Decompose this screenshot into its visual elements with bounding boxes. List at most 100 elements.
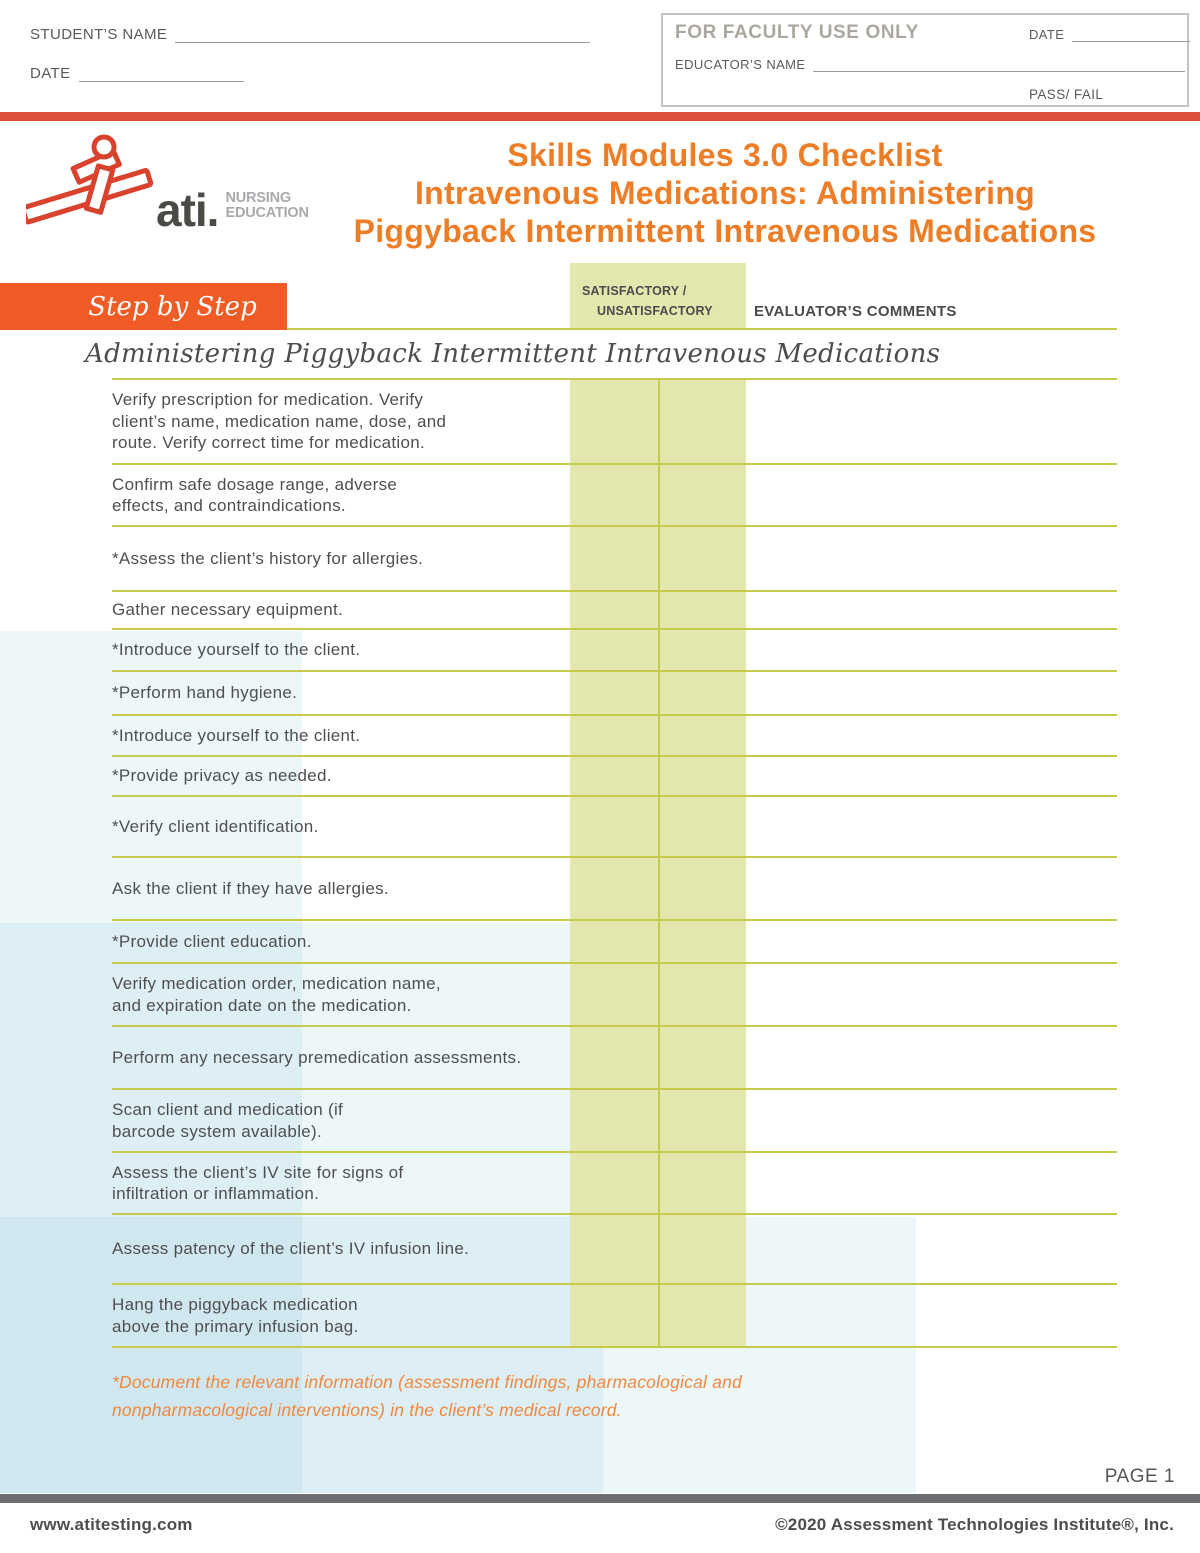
comments-cell xyxy=(746,672,1117,714)
footer-copyright: ©2020 Assessment Technologies Institute®… xyxy=(775,1515,1174,1534)
step-text: Verify prescription for medication. Veri… xyxy=(112,390,447,453)
satisfactory-cell xyxy=(570,1153,658,1213)
step-text: Assess the client’s IV site for signs of… xyxy=(112,1162,404,1204)
comments-cell xyxy=(746,797,1117,856)
satisfactory-cell xyxy=(570,716,658,755)
table-row: *Verify client identification. xyxy=(112,797,1117,858)
satisfactory-cell xyxy=(570,964,658,1025)
comments-cell xyxy=(746,1215,1117,1283)
page-number-label: PAGE 1 xyxy=(1104,1466,1175,1487)
table-row: *Introduce yourself to the client. xyxy=(112,716,1117,757)
table-row: Confirm safe dosage range, adverse effec… xyxy=(112,465,1117,527)
table-row: Verify medication order, medication name… xyxy=(112,964,1117,1027)
step-text: Ask the client if they have allergies. xyxy=(112,878,389,898)
comments-cell xyxy=(746,592,1117,628)
unsatisfactory-cell xyxy=(658,858,746,919)
comments-cell xyxy=(746,757,1117,795)
comments-cell xyxy=(746,380,1117,463)
unsatisfactory-cell xyxy=(658,1153,746,1213)
comments-cell xyxy=(746,1285,1117,1346)
ati-logo: ati. NURSING EDUCATION xyxy=(26,133,309,237)
section-title: Administering Piggyback Intermittent Int… xyxy=(85,339,941,369)
comments-cell xyxy=(746,465,1117,525)
comments-cell xyxy=(746,716,1117,755)
ati-figure-icon xyxy=(26,134,154,225)
comments-cell xyxy=(746,630,1117,670)
step-text: *Assess the client’s history for allergi… xyxy=(112,548,424,568)
satisfactory-cell xyxy=(570,380,658,463)
satisfactory-cell xyxy=(570,1215,658,1283)
student-date-label: DATE xyxy=(30,65,71,82)
step-text: Gather necessary equipment. xyxy=(112,600,344,620)
unsatisfactory-cell xyxy=(658,1285,746,1346)
blue-highlight-band-1 xyxy=(0,631,302,1493)
unsatisfactory-cell xyxy=(658,465,746,525)
document-title: Skills Modules 3.0 Checklist Intravenous… xyxy=(255,136,1195,250)
table-row: Assess the client’s IV site for signs of… xyxy=(112,1153,1117,1215)
step-by-step-banner: Step by Step xyxy=(0,283,287,330)
student-name-blank-line xyxy=(175,29,591,43)
comments-cell xyxy=(746,1090,1117,1151)
comments-cell xyxy=(746,527,1117,590)
title-line-3: Piggyback Intermittent Intravenous Medic… xyxy=(353,213,1097,249)
satisfactory-cell xyxy=(570,757,658,795)
unsatisfactory-cell xyxy=(658,1027,746,1088)
step-text: Verify medication order, medication name… xyxy=(112,974,441,1015)
footer-divider-bar xyxy=(0,1494,1200,1503)
satisfactory-cell xyxy=(570,797,658,856)
table-row: Ask the client if they have allergies. xyxy=(112,858,1117,921)
step-text: Scan client and medication (if barcode s… xyxy=(112,1100,344,1141)
step-text: *Introduce yourself to the client. xyxy=(112,725,361,745)
table-row: *Introduce yourself to the client. xyxy=(112,630,1117,672)
step-text: Assess patency of the client’s IV infusi… xyxy=(112,1239,470,1259)
unsatisfactory-cell xyxy=(658,527,746,590)
comments-cell xyxy=(746,921,1117,962)
step-text: Perform any necessary premedication asse… xyxy=(112,1047,522,1067)
student-name-field: STUDENT’S NAME xyxy=(30,26,591,43)
step-text: Hang the piggyback medication above the … xyxy=(112,1295,359,1336)
title-line-1: Skills Modules 3.0 Checklist xyxy=(507,137,943,173)
satisfactory-header-line2: UNSATISFACTORY xyxy=(597,303,713,318)
comments-cell xyxy=(746,1153,1117,1213)
table-row: Assess patency of the client’s IV infusi… xyxy=(112,1215,1117,1285)
educator-name-field: EDUCATOR’S NAME xyxy=(675,57,1186,72)
satisfactory-column-header: SATISFACTORY / UNSATISFACTORY xyxy=(570,263,746,328)
student-date-field: DATE xyxy=(30,65,590,82)
pass-fail-label: PASS/ FAIL xyxy=(1029,87,1104,102)
unsatisfactory-cell xyxy=(658,921,746,962)
step-text: *Provide privacy as needed. xyxy=(112,766,332,786)
faculty-box-title: FOR FACULTY USE ONLY xyxy=(675,22,919,43)
step-text: *Perform hand hygiene. xyxy=(112,683,298,703)
ati-sub-line1: NURSING xyxy=(225,190,291,206)
faculty-date-blank-line xyxy=(1072,30,1191,42)
document-footnote: *Document the relevant information (asse… xyxy=(112,1372,742,1420)
faculty-date-field: DATE xyxy=(1029,27,1191,42)
satisfactory-cell xyxy=(570,527,658,590)
satisfactory-header-line1: SATISFACTORY / xyxy=(582,284,687,299)
table-body: Verify prescription for medication. Veri… xyxy=(112,380,1117,1348)
unsatisfactory-cell xyxy=(658,1215,746,1283)
unsatisfactory-cell xyxy=(658,716,746,755)
table-row: Scan client and medication (if barcode s… xyxy=(112,1090,1117,1153)
educator-name-blank-line xyxy=(813,60,1186,72)
table-row: Perform any necessary premedication asse… xyxy=(112,1027,1117,1090)
blue-highlight-band-3 xyxy=(0,1217,916,1493)
unsatisfactory-cell xyxy=(658,757,746,795)
step-text: Confirm safe dosage range, adverse effec… xyxy=(112,474,398,516)
step-text: *Introduce yourself to the client. xyxy=(112,640,361,660)
table-row: Verify prescription for medication. Veri… xyxy=(112,380,1117,465)
table-row: *Assess the client’s history for allergi… xyxy=(112,527,1117,592)
unsatisfactory-cell xyxy=(658,380,746,463)
student-date-blank-line xyxy=(78,68,244,82)
red-divider-bar xyxy=(0,112,1200,121)
table-header-row: SATISFACTORY / UNSATISFACTORY EVALUATOR’… xyxy=(112,263,1117,330)
footer-website: www.atitesting.com xyxy=(30,1515,193,1534)
ati-brand-text: ati. xyxy=(156,184,219,237)
unsatisfactory-cell xyxy=(658,964,746,1025)
satisfactory-cell xyxy=(570,1090,658,1151)
comments-cell xyxy=(746,1027,1117,1088)
unsatisfactory-cell xyxy=(658,1090,746,1151)
step-text: *Provide client education. xyxy=(112,931,312,951)
evaluator-comments-header: EVALUATOR’S COMMENTS xyxy=(754,303,957,320)
